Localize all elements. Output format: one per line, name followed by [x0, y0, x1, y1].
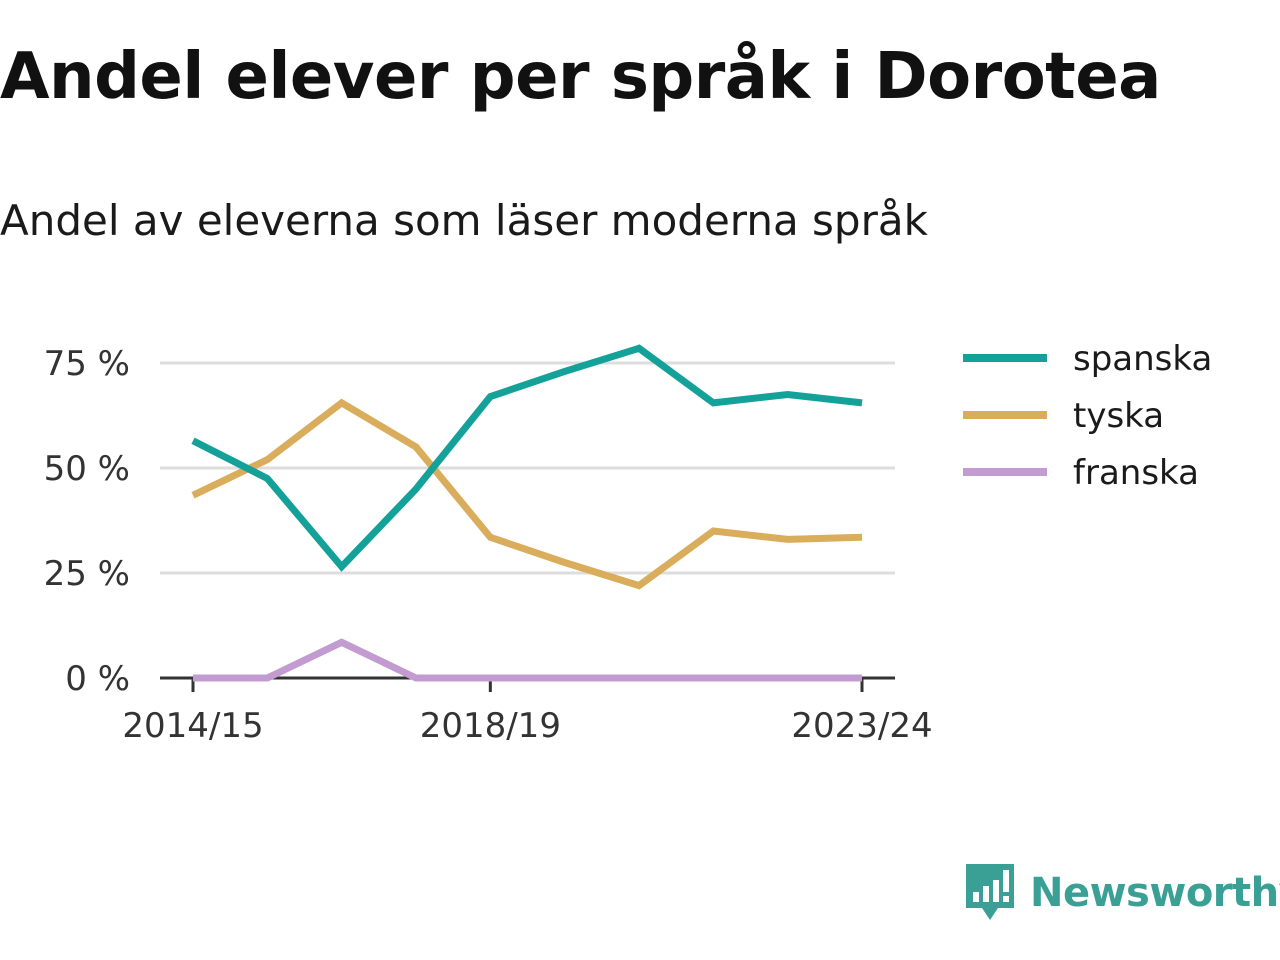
x-tick-label: 2018/19 — [420, 706, 561, 746]
series-lines — [191, 344, 863, 682]
gridlines — [160, 361, 895, 575]
y-tick-label: 75 % — [44, 344, 130, 384]
x-tick-label: 2014/15 — [122, 706, 263, 746]
newsworthy-logo: Newsworthy — [964, 862, 1280, 924]
legend-label-franska: franska — [1073, 453, 1199, 493]
legend-label-spanska: spanska — [1073, 339, 1212, 379]
newsworthy-logo-icon — [966, 864, 1014, 920]
series-line-tyska — [191, 398, 863, 590]
brand-name: Newsworthy — [1030, 870, 1280, 916]
series-line-franska — [193, 638, 862, 682]
legend: spanska tyska franska — [963, 339, 1212, 493]
chart-title: Andel elever per språk i Dorotea — [0, 40, 1161, 114]
chart-subtitle: Andel av eleverna som läser moderna språ… — [0, 196, 928, 245]
y-tick-label: 0 % — [65, 659, 130, 699]
x-tick-label: 2023/24 — [791, 706, 932, 746]
y-tick-label: 50 % — [44, 449, 130, 489]
series-line-spanska — [191, 344, 863, 572]
y-tick-label: 25 % — [44, 554, 130, 594]
legend-label-tyska: tyska — [1073, 396, 1164, 436]
